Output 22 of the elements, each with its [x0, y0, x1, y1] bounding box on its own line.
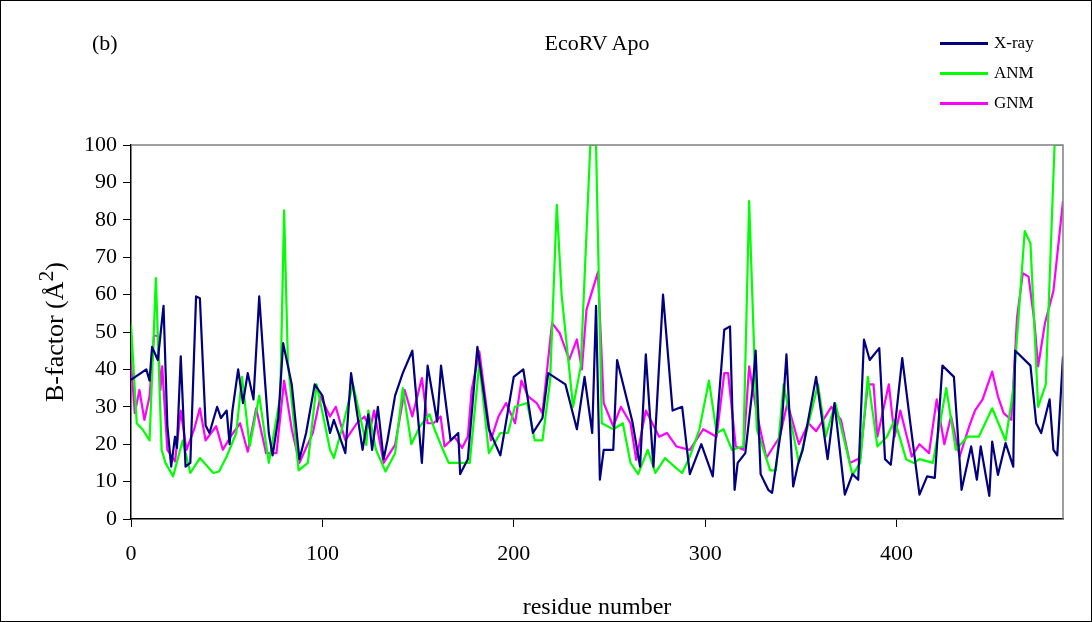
legend-label: ANM — [994, 63, 1034, 83]
y-tick-label: 60 — [95, 280, 117, 306]
x-axis-title: residue number — [522, 592, 672, 619]
legend-label: GNM — [994, 93, 1034, 113]
x-tick-label: 200 — [497, 539, 531, 565]
x-tick-label: 300 — [688, 539, 722, 565]
y-tick-label: 70 — [95, 242, 117, 268]
y-tick-label: 30 — [95, 392, 117, 418]
chart-title: EcoRV Apo — [544, 30, 650, 56]
y-tick-label: 90 — [95, 168, 117, 194]
y-tick-label: 40 — [95, 355, 117, 381]
x-tick-label: 100 — [305, 539, 339, 565]
y-tick-label: 50 — [95, 317, 117, 343]
y-tick-label: 10 — [95, 467, 117, 493]
legend-label: X-ray — [994, 33, 1034, 53]
text: (b) — [92, 30, 118, 56]
y-tick-label: 0 — [106, 504, 117, 530]
y-tick-label: 80 — [95, 205, 117, 231]
x-tick-label: 400 — [880, 539, 913, 565]
x-tick-label: 0 — [125, 539, 137, 565]
y-tick-label: 20 — [95, 429, 117, 455]
y-tick-label: 100 — [84, 130, 117, 156]
